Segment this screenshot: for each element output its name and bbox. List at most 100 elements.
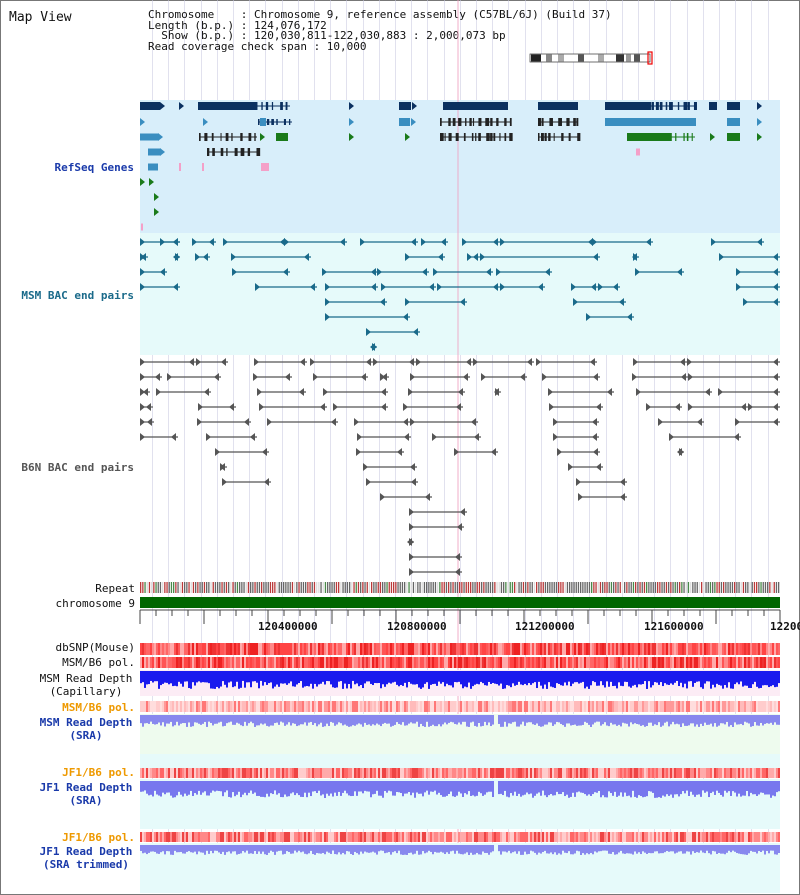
- jf1-pol2-cell: [658, 832, 660, 842]
- jf1-pol-cell: [198, 768, 200, 778]
- msm-pol2-cell: [380, 701, 382, 712]
- jf1-depth-sra-bar: [484, 781, 486, 795]
- repeat-mark: [426, 582, 428, 593]
- info-chromosome: Chromosome : Chromosome 9, reference ass…: [148, 8, 612, 21]
- dbsnp-cell: [626, 643, 628, 655]
- jf1-pol-cell: [554, 768, 556, 778]
- strand-arrow: [209, 238, 214, 246]
- msm-depth-sra-bar: [242, 715, 244, 727]
- jf1-pol2-cell: [442, 832, 444, 842]
- jf1-depth-sra-bar: [370, 781, 372, 798]
- msm-pol-cell: [374, 657, 376, 668]
- msm-depth-sra-bar: [224, 715, 226, 726]
- msm-pol-cell: [518, 657, 520, 668]
- jf1-depth-trimmed-bar: [508, 845, 510, 851]
- msm-pol-cell: [230, 657, 232, 668]
- msm-pol-cell: [288, 657, 290, 668]
- jf1-depth-trimmed-bar: [158, 845, 160, 854]
- strand-arrow: [349, 133, 354, 141]
- jf1-depth-trimmed-bar: [682, 845, 684, 854]
- dbsnp-cell: [726, 643, 728, 655]
- jf1-pol2-cell: [700, 832, 702, 842]
- jf1-pol-cell: [608, 768, 610, 778]
- dbsnp-cell: [662, 643, 664, 655]
- msm-depth-capillary-bar: [454, 671, 456, 683]
- msm-depth-sra-bar: [432, 715, 434, 725]
- msm-pol-cell: [772, 657, 774, 668]
- msm-depth-capillary-bar: [166, 671, 168, 683]
- gene-exon: [493, 133, 496, 141]
- repeat-mark: [450, 582, 452, 593]
- msm-pol-cell: [526, 657, 528, 668]
- jf1-pol-cell: [314, 768, 316, 778]
- repeat-mark: [307, 582, 309, 593]
- jf1-pol-cell: [536, 768, 538, 778]
- msm-depth-sra-bar: [318, 715, 320, 725]
- msm-depth-capillary-bar: [604, 671, 606, 688]
- track-label-msm-depth-sra: MSM Read Depth (SRA): [32, 716, 140, 742]
- msm-pol2-cell: [532, 701, 534, 712]
- jf1-depth-trimmed-bar: [624, 845, 626, 854]
- jf1-pol-cell: [718, 768, 720, 778]
- strand-arrow: [620, 493, 625, 501]
- repeat-mark: [360, 582, 362, 593]
- dbsnp-cell: [148, 643, 150, 655]
- repeat-mark: [192, 582, 195, 593]
- msm-depth-capillary-bar: [416, 671, 418, 685]
- msm-pol2-cell: [288, 701, 290, 712]
- jf1-pol2-cell: [556, 832, 558, 842]
- jf1-depth-trimmed-bar: [392, 845, 394, 853]
- strand-arrow: [323, 388, 328, 396]
- msm-pol2-cell: [608, 701, 610, 712]
- msm-depth-sra-bar: [342, 715, 344, 726]
- track-label-msm-bac[interactable]: MSM BAC end pairs: [21, 289, 134, 302]
- jf1-depth-trimmed-bar: [360, 845, 362, 852]
- jf1-pol2-cell: [386, 832, 388, 842]
- msm-pol-cell: [426, 657, 428, 668]
- msm-depth-capillary-bar: [680, 671, 682, 683]
- jf1-pol-cell: [604, 768, 606, 778]
- jf1-pol-cell: [698, 768, 700, 778]
- jf1-depth-sra-bar: [532, 781, 534, 798]
- chromosome-ideogram[interactable]: [528, 51, 654, 65]
- msm-depth-sra-bar: [250, 715, 252, 722]
- repeat-mark: [729, 582, 731, 593]
- jf1-depth-trimmed-bar: [588, 845, 590, 855]
- jf1-depth-sra-bar: [232, 781, 234, 793]
- jf1-depth-trimmed-bar: [424, 845, 426, 854]
- strand-arrow: [460, 298, 465, 306]
- msm-pol2-cell: [210, 701, 212, 712]
- jf1-depth-trimmed-bar: [220, 845, 222, 854]
- repeat-mark: [278, 582, 280, 593]
- msm-pol2-cell: [516, 701, 518, 712]
- jf1-pol2-cell: [722, 832, 724, 842]
- jf1-depth-sra-bar: [492, 781, 494, 797]
- msm-depth-sra-bar: [512, 715, 514, 723]
- jf1-pol2-cell: [288, 832, 290, 842]
- jf1-depth-trimmed-bar: [242, 845, 244, 852]
- track-label-refseq[interactable]: RefSeq Genes: [54, 161, 134, 174]
- jf1-pol2-cell: [272, 832, 274, 842]
- jf1-depth-trimmed-bar: [396, 845, 398, 854]
- jf1-pol2-cell: [690, 832, 692, 842]
- jf1-depth-trimmed-bar: [530, 845, 532, 851]
- msm-depth-capillary-bar: [398, 671, 400, 687]
- jf1-depth-trimmed-bar: [672, 845, 674, 852]
- track-label-b6n-bac[interactable]: B6N BAC end pairs: [21, 461, 134, 474]
- dbsnp-cell: [624, 643, 626, 655]
- jf1-pol-cell: [724, 768, 726, 778]
- strand-arrow: [173, 238, 178, 246]
- jf1-pol-cell: [166, 768, 168, 778]
- jf1-pol-cell: [412, 768, 414, 778]
- strand-arrow: [231, 253, 236, 261]
- jf1-pol2-cell: [226, 832, 228, 842]
- jf1-pol2-cell: [520, 832, 522, 842]
- msm-pol-cell: [638, 657, 640, 668]
- gene-exon: [665, 102, 668, 110]
- msm-depth-capillary-bar: [284, 671, 286, 684]
- repeat-mark: [542, 582, 544, 593]
- dbsnp-cell: [678, 643, 680, 655]
- repeat-mark: [621, 582, 624, 593]
- jf1-pol-cell: [672, 768, 674, 778]
